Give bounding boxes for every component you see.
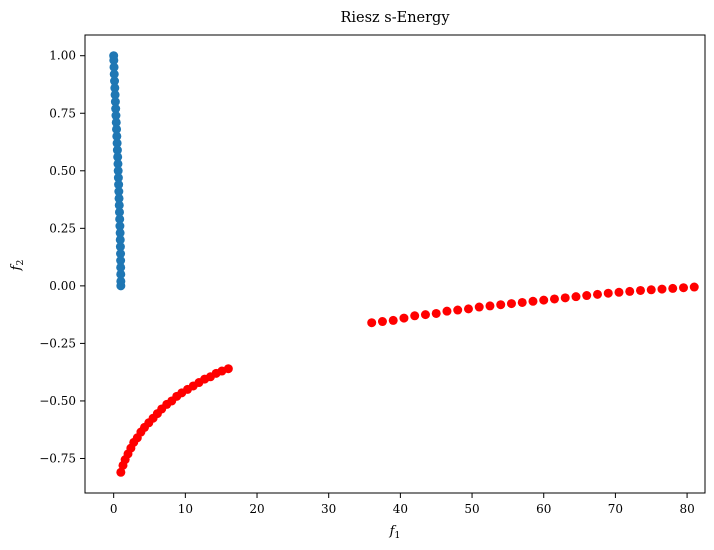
x-tick-label: 50 — [464, 502, 479, 516]
series-1-point — [110, 90, 120, 100]
series-2-point — [485, 301, 495, 311]
chart-title: Riesz s-Energy — [340, 10, 450, 26]
series-2-point — [116, 467, 126, 477]
series-1-point — [115, 228, 125, 238]
series-2-point — [223, 364, 233, 374]
series-1-point — [113, 152, 123, 162]
series-1-point — [113, 173, 123, 183]
series-2-point — [635, 285, 645, 295]
series-1-point — [111, 111, 121, 121]
series-1-point — [113, 166, 123, 176]
x-tick-label: 20 — [249, 502, 264, 516]
x-axis: 0 10 20 30 40 50 60 70 80 — [110, 493, 695, 516]
series-2-point — [689, 282, 699, 292]
series-2-point — [453, 305, 463, 315]
series-1-point — [110, 83, 120, 93]
axes-frame — [84, 34, 706, 494]
x-tick-label: 0 — [110, 502, 118, 516]
series-2-point — [625, 286, 635, 296]
series-1-point — [109, 69, 119, 79]
series-1-point — [114, 193, 124, 203]
y-tick-label: 0.50 — [49, 164, 76, 178]
data-points — [109, 51, 699, 477]
series-1-point — [112, 145, 122, 155]
series-2-point — [571, 292, 581, 302]
series-1-point — [114, 187, 124, 196]
series-2-point — [388, 315, 398, 325]
series-1-point — [113, 159, 123, 169]
series-1-point — [114, 180, 124, 190]
series-1-point — [109, 62, 119, 72]
series-1-point — [114, 207, 124, 217]
series-1-point — [115, 214, 125, 224]
series-2-point — [657, 284, 667, 294]
series-2-point — [549, 294, 559, 304]
y-tick-label: −0.75 — [39, 451, 76, 465]
series-1-point — [114, 200, 124, 210]
y-axis: −0.75 −0.50 −0.25 0.00 0.25 0.50 0.75 1.00 — [39, 49, 85, 465]
y-tick-label: −0.50 — [39, 394, 76, 408]
series-2-point — [614, 287, 624, 297]
series-1-point — [110, 97, 120, 107]
x-tick-label: 70 — [608, 502, 623, 516]
series-2-point — [646, 285, 656, 295]
series-1-point — [116, 281, 126, 291]
series-1-point — [111, 104, 121, 114]
series-1-point — [115, 221, 125, 231]
series-2-point — [668, 283, 678, 293]
series-2-point — [367, 318, 377, 328]
series-2-point — [592, 289, 602, 299]
series-2-point — [539, 295, 549, 305]
series-1-point — [116, 256, 126, 266]
series-1-point — [115, 242, 125, 252]
y-tick-label: 0.00 — [49, 279, 76, 293]
series-2-point — [496, 300, 506, 310]
series-2-point — [517, 297, 527, 307]
x-axis-label-main: f — [389, 524, 397, 539]
x-tick-label: 40 — [393, 502, 408, 516]
series-1-point — [112, 131, 122, 141]
series-1-point — [112, 124, 122, 134]
series-1-point — [111, 117, 121, 127]
series-1-point — [116, 269, 126, 279]
series-2-point — [463, 304, 473, 314]
y-tick-label: −0.25 — [39, 336, 76, 350]
series-2-point — [560, 293, 570, 303]
series-2-point — [506, 299, 516, 309]
series-2-point — [399, 313, 409, 323]
series-2-point — [582, 291, 592, 301]
series-1-point — [116, 262, 126, 272]
series-2-point — [377, 317, 387, 327]
series-2-point — [474, 302, 484, 312]
plot-background — [85, 35, 705, 493]
series-1-point — [115, 235, 125, 245]
series-1-point — [110, 76, 120, 86]
series-2-point — [410, 311, 420, 321]
x-tick-label: 80 — [679, 502, 694, 516]
series-2-point — [528, 296, 538, 306]
y-axis-label-subscript: 2 — [15, 260, 26, 266]
series-2-point — [679, 283, 688, 293]
x-tick-label: 30 — [321, 502, 336, 516]
x-axis-label-subscript: 1 — [394, 530, 400, 541]
series-2-point — [420, 310, 430, 320]
series-1-point — [109, 55, 119, 65]
y-tick-label: 0.25 — [49, 221, 76, 235]
y-tick-label: 0.75 — [49, 106, 76, 120]
plot-area — [84, 34, 706, 494]
series-1-point — [112, 138, 122, 148]
x-tick-label: 10 — [178, 502, 193, 516]
series-2-point — [442, 306, 452, 316]
series-2-point — [603, 288, 613, 298]
x-axis-label: f1 — [389, 524, 401, 541]
y-tick-label: 1.00 — [49, 49, 76, 63]
y-axis-label-main: f — [9, 263, 24, 271]
y-axis-label: f2 — [9, 260, 26, 272]
series-2-point — [431, 308, 441, 318]
x-tick-label: 60 — [536, 502, 551, 516]
series-1-point — [116, 249, 126, 259]
